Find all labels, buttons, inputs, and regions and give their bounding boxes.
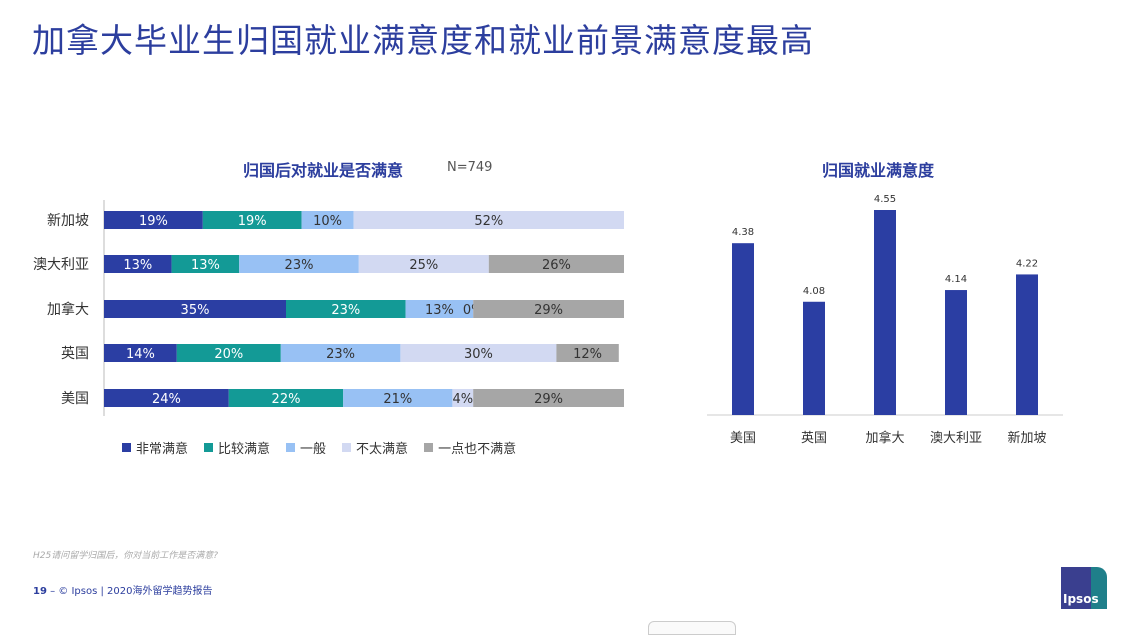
value-label: 4.38 <box>732 227 754 238</box>
bar-segment <box>202 211 302 229</box>
legend-swatch-satisfied <box>204 443 214 452</box>
data-label: 12% <box>573 347 602 362</box>
legend-label: 不太满意 <box>356 442 409 457</box>
bar-segment <box>452 389 474 407</box>
bar-segment <box>353 211 624 229</box>
score-bar <box>732 243 754 415</box>
legend-item: 比较满意 <box>204 438 270 457</box>
data-label: 24% <box>152 392 181 407</box>
category-label: 加拿大 <box>47 301 89 318</box>
satisfaction-score-chart: 4.38 美国 4.08 英国 4.55 加拿大 4.14 澳大利亚 4.22 新加坡 <box>707 194 1063 446</box>
bar-segment <box>473 389 624 407</box>
bar-segment <box>104 211 203 229</box>
legend-label: 非常满意 <box>136 442 189 457</box>
category-label: 美国 <box>61 391 89 407</box>
category-label: 新加坡 <box>1007 430 1046 446</box>
legend-label: 一点也不满意 <box>438 442 517 457</box>
data-label: 22% <box>272 392 301 407</box>
footer-text: – © Ipsos | 2020海外留学趋势报告 <box>50 586 213 597</box>
bar-segment <box>228 389 344 407</box>
data-label: 30% <box>464 347 493 362</box>
score-bar <box>874 210 896 415</box>
data-label: 4% <box>452 392 473 407</box>
bar-segment <box>405 300 474 318</box>
bar-segment <box>104 300 286 318</box>
data-label: 13% <box>425 303 454 318</box>
category-label: 新加坡 <box>47 213 89 229</box>
stacked-bar-chart: 新加坡 19% 19% 10% 52% 澳大利亚 13% 13% 23% 25% 26% 加拿大 35%… <box>33 200 624 416</box>
data-label: 23% <box>285 258 314 273</box>
data-label: 14% <box>126 347 155 362</box>
right-chart-title: 归国就业满意度 <box>822 161 935 180</box>
legend-swatch-not-at-all <box>424 443 434 452</box>
legend-swatch-neutral <box>286 443 296 452</box>
chart-legend: 非常满意 比较满意 一般 不太满意 一点也不满意 <box>122 438 516 457</box>
legend-item: 一点也不满意 <box>424 438 516 457</box>
category-label: 澳大利亚 <box>33 257 89 273</box>
bar-segment <box>473 300 624 318</box>
data-label: 29% <box>534 392 563 407</box>
data-label: 26% <box>542 258 571 273</box>
bar-segment <box>104 255 172 273</box>
legend-item: 非常满意 <box>122 438 188 457</box>
data-label: 23% <box>331 303 360 318</box>
bar-segment <box>286 300 406 318</box>
sample-size-label: N=749 <box>447 160 493 175</box>
data-label: 29% <box>534 303 563 318</box>
legend-swatch-not-very <box>342 443 352 452</box>
score-bar <box>1016 274 1038 415</box>
score-bar <box>803 301 825 415</box>
bar-segment <box>488 255 624 273</box>
data-label: 10% <box>313 214 342 229</box>
ipsos-logo: Ipsos <box>1061 567 1107 609</box>
scroll-handle[interactable] <box>648 621 736 635</box>
data-label: 23% <box>326 347 355 362</box>
page-number: 19 <box>33 586 47 597</box>
data-label: 21% <box>383 392 412 407</box>
footer: 19 – © Ipsos | 2020海外留学趋势报告 <box>33 582 212 597</box>
value-label: 4.22 <box>1016 258 1038 269</box>
data-label: 20% <box>214 347 243 362</box>
logo-text: Ipsos <box>1063 592 1099 606</box>
category-label: 美国 <box>730 431 756 446</box>
score-bar <box>945 290 967 415</box>
data-label: 52% <box>474 214 503 229</box>
legend-label: 一般 <box>300 442 327 457</box>
value-label: 4.08 <box>803 286 825 297</box>
bar-segment <box>280 344 401 362</box>
legend-swatch-very-satisfied <box>122 443 131 452</box>
category-label: 英国 <box>801 431 827 446</box>
left-chart-title: 归国后对就业是否满意 <box>243 161 404 180</box>
data-label: 25% <box>409 258 438 273</box>
footnote: H25请问留学归国后，你对当前工作是否满意? <box>33 551 218 561</box>
category-label: 加拿大 <box>865 430 904 446</box>
bar-segment <box>176 344 281 362</box>
value-label: 4.55 <box>874 194 896 205</box>
data-label: 35% <box>181 303 210 318</box>
bar-segment <box>171 255 240 273</box>
category-label: 澳大利亚 <box>930 430 982 446</box>
logo-block <box>1061 567 1091 609</box>
data-label: 19% <box>139 214 168 229</box>
bar-segment <box>400 344 557 362</box>
bar-segment <box>343 389 453 407</box>
legend-item: 不太满意 <box>342 438 408 457</box>
data-label: 19% <box>238 214 267 229</box>
bar-segment <box>104 344 177 362</box>
bar-segment <box>301 211 354 229</box>
value-label: 4.14 <box>945 274 967 285</box>
legend-item: 一般 <box>286 438 326 457</box>
bar-segment <box>358 255 489 273</box>
data-label: 13% <box>191 258 220 273</box>
bar-segment <box>556 344 619 362</box>
page-title: 加拿大毕业生归国就业满意度和就业前景满意度最高 <box>32 21 814 60</box>
legend-label: 比较满意 <box>218 442 271 457</box>
data-label: 13% <box>123 258 152 273</box>
category-label: 英国 <box>61 345 89 362</box>
bar-segment <box>239 255 359 273</box>
bar-segment <box>104 389 229 407</box>
